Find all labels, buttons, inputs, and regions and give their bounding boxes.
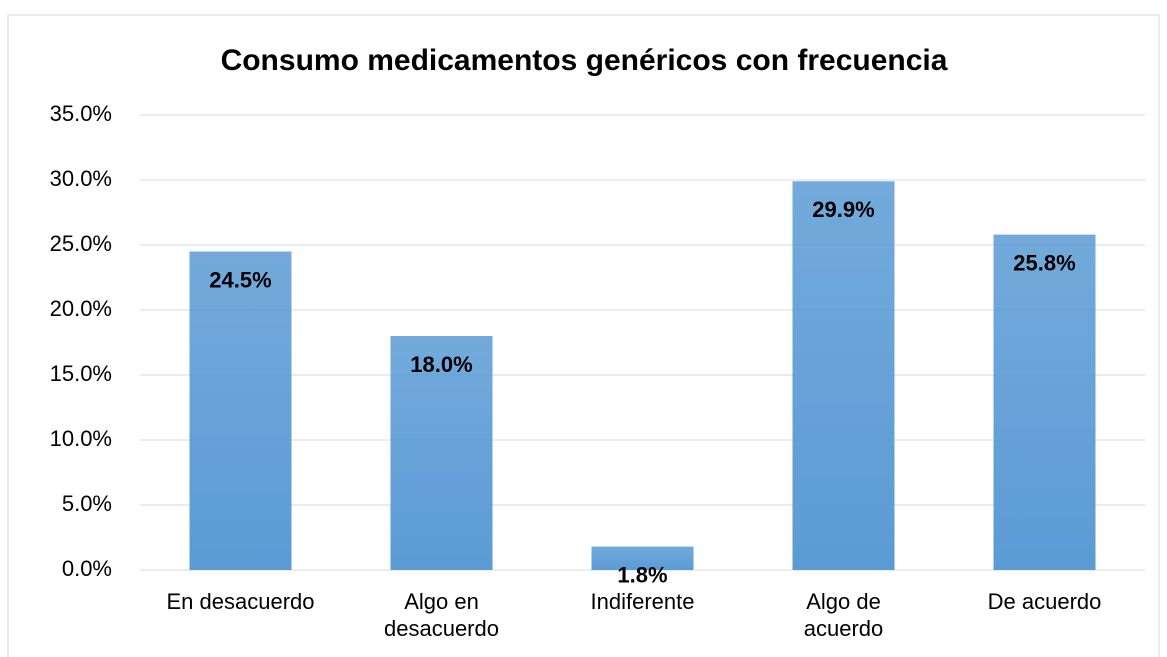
y-tick-label: 25.0% (50, 231, 112, 256)
x-tick-label: Algo de acuerdo (803, 589, 884, 641)
chart-title: Consumo medicamentos genéricos con frecu… (221, 44, 948, 77)
data-label: 24.5% (209, 267, 271, 292)
bar (189, 251, 292, 570)
bar (591, 546, 694, 570)
x-tick-label: Algo en desacuerdo (384, 589, 499, 641)
x-tick-label: En desacuerdo (166, 589, 315, 614)
y-tick-label: 10.0% (50, 426, 112, 451)
x-tick-label: Indiferente (590, 589, 695, 614)
y-tick-label: 15.0% (50, 361, 112, 386)
y-tick-label: 20.0% (50, 296, 112, 321)
data-label: 1.8% (617, 562, 667, 587)
bar (993, 234, 1096, 570)
bar (792, 181, 895, 571)
y-tick-label: 35.0% (50, 101, 112, 126)
x-tick-label: De acuerdo (987, 589, 1102, 614)
y-tick-label: 5.0% (62, 491, 112, 516)
data-label: 29.9% (812, 197, 874, 222)
data-label: 18.0% (410, 352, 472, 377)
y-tick-label: 0.0% (62, 556, 112, 581)
y-tick-label: 30.0% (50, 166, 112, 191)
data-label: 25.8% (1013, 250, 1075, 275)
bar (390, 336, 493, 570)
chart-border (7, 14, 1160, 657)
